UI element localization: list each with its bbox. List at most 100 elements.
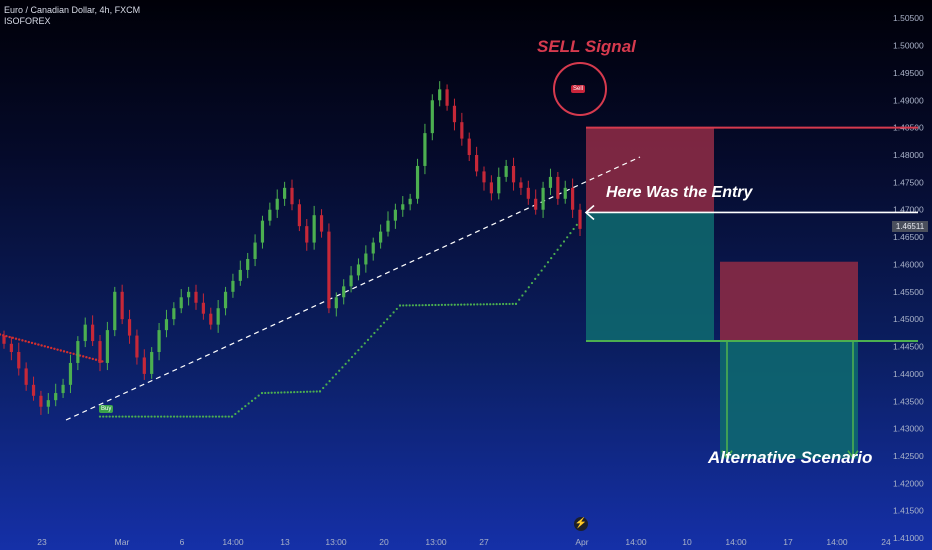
support-dot [312,390,315,393]
y-tick-label: 1.44000 [893,369,924,379]
candle-body [246,258,250,270]
support-dot [344,362,347,366]
support-dot [137,415,140,418]
candle-body [231,280,235,292]
support-dot [240,407,244,410]
support-dot [415,304,418,307]
x-tick-label: 13:00 [325,537,347,547]
support-dot [131,415,134,418]
candle-body [194,291,198,303]
resistance-dot [69,351,72,355]
support-dot [315,390,318,393]
indicator-label: ISOFOREX [4,16,51,26]
tradingview-bolt-icon[interactable]: ⚡ [574,517,588,531]
support-dot [540,269,543,272]
support-dot [572,227,575,231]
x-tick-label: 20 [379,537,389,547]
support-dot [434,303,437,307]
support-dot [518,298,521,301]
entry-label: Here Was the Entry [606,184,753,201]
candle-body [408,198,412,205]
resistance-dot [56,348,59,351]
support-dot [479,303,482,306]
candle-body [297,204,301,227]
support-dot [444,303,447,306]
candle-body [157,330,161,353]
support-dot [370,335,373,338]
candle-body [452,105,457,123]
candle-body [342,286,346,298]
support-dot [569,232,572,235]
candle-body [349,275,353,287]
support-dot [195,415,198,418]
candle-body [497,176,501,194]
scenario-arrow-head [847,450,859,460]
candle-body [201,302,205,314]
support-dot [527,286,530,289]
resistance-dot [43,345,46,348]
support-dot [254,397,257,400]
support-dot [257,394,260,397]
candle-body [548,176,553,188]
candle-body [312,215,316,243]
support-dot [469,303,472,306]
sell-signal-circle [553,62,607,116]
candle-body [24,368,28,385]
support-dot [495,303,498,306]
candle-body [305,226,309,243]
support-dot [331,376,334,379]
support-dot [508,302,511,306]
support-dot [172,415,176,418]
support-dot [147,415,150,418]
y-tick-label: 1.50000 [893,41,924,51]
support-dot [450,303,453,306]
candle-body [327,231,331,309]
support-dot [466,303,469,306]
candle-body [423,133,427,166]
support-dot [153,415,156,418]
support-dot [473,303,476,306]
support-dot [379,325,382,328]
sell-tag: Sell [571,85,586,93]
support-dot [373,331,376,335]
x-tick-label: 14:00 [625,537,647,547]
support-dot [98,415,102,418]
x-tick-label: Apr [575,537,588,547]
support-dot [556,248,559,251]
candle-body [164,319,169,331]
x-tick-label: 23 [37,537,47,547]
support-dot [289,391,293,394]
support-dot [118,415,121,418]
support-dot [360,345,363,348]
support-dot [338,369,341,372]
support-dot [221,415,224,418]
candle-body [2,335,6,344]
resistance-dot [37,343,40,346]
support-dot [163,415,166,418]
y-tick-label: 1.46000 [893,259,924,269]
candle-body [31,384,36,396]
support-dot [201,415,205,418]
candle-body [46,400,50,407]
support-dot [299,390,302,394]
support-dot [224,415,227,418]
support-dot [244,405,247,408]
y-tick-label: 1.43500 [893,396,924,406]
resistance-dot [59,349,62,352]
x-tick-label: 24 [881,537,891,547]
support-dot [575,223,578,226]
support-dot [237,410,240,413]
support-dot [189,415,192,418]
x-tick-label: Mar [115,537,130,547]
support-dot [485,303,489,306]
y-tick-label: 1.45500 [893,287,924,297]
support-dot [214,415,218,418]
candle-body [98,341,102,363]
y-tick-label: 1.44500 [893,342,924,352]
support-dot [260,391,264,395]
resistance-dot [18,338,21,341]
support-dot [424,304,427,307]
candle-body [371,242,375,254]
support-dot [111,415,114,418]
